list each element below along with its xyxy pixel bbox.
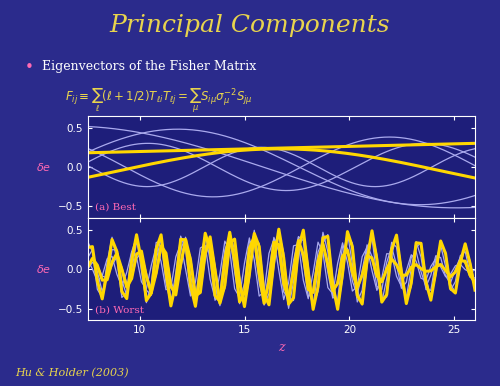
- Text: •: •: [25, 60, 34, 75]
- Text: Eigenvectors of the Fisher Matrix: Eigenvectors of the Fisher Matrix: [42, 60, 257, 73]
- Text: Principal Components: Principal Components: [110, 14, 390, 37]
- Y-axis label: $\delta e$: $\delta e$: [36, 161, 51, 173]
- Text: (b) Worst: (b) Worst: [95, 305, 144, 314]
- Text: $F_{ij} \equiv \sum_{\ell}(\ell+1/2)T_{\ell i}T_{\ell j}= \sum_{\mu} S_{i\mu}\si: $F_{ij} \equiv \sum_{\ell}(\ell+1/2)T_{\…: [65, 87, 253, 115]
- Text: Hu & Holder (2003): Hu & Holder (2003): [15, 368, 128, 378]
- Text: (a) Best: (a) Best: [95, 203, 136, 212]
- X-axis label: z: z: [278, 341, 284, 354]
- Y-axis label: $\delta e$: $\delta e$: [36, 263, 51, 275]
